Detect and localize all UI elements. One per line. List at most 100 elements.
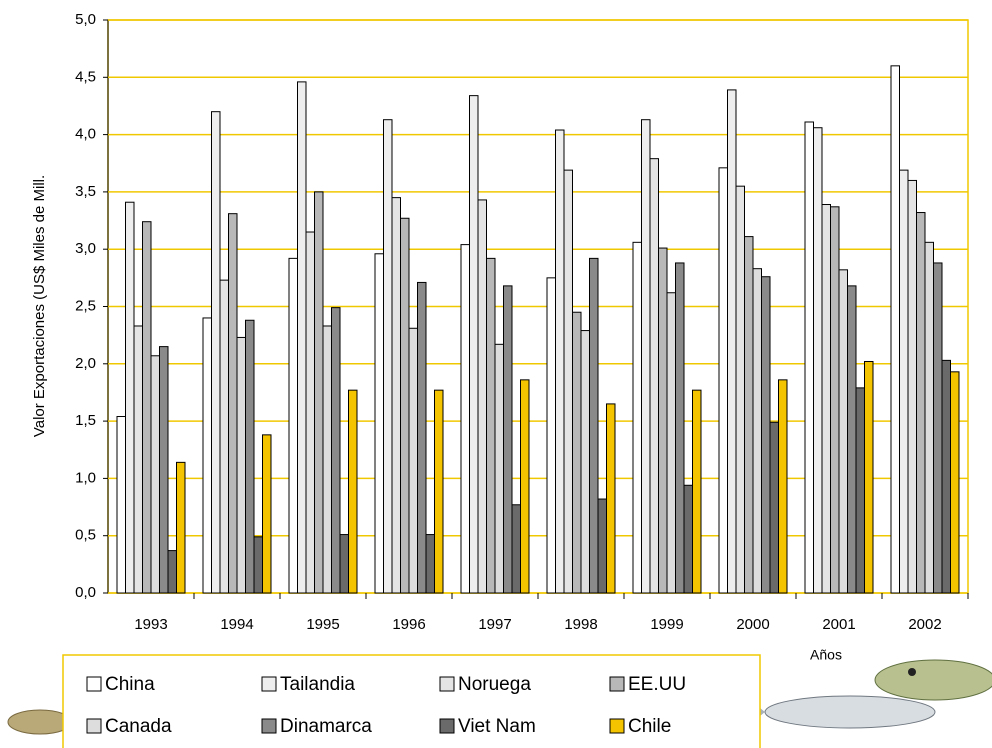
y-tick-label: 0,5 <box>75 527 96 544</box>
bar <box>236 336 246 594</box>
legend-label: Viet Nam <box>458 716 536 737</box>
bar <box>890 65 900 594</box>
bar <box>838 269 848 594</box>
bar <box>675 262 685 594</box>
bar <box>288 257 298 594</box>
bar <box>520 379 530 594</box>
bar <box>374 253 384 594</box>
bar <box>425 534 435 594</box>
bar <box>494 343 504 594</box>
bar <box>511 504 521 594</box>
fish-decoration <box>7 659 992 736</box>
x-tick-label: 1994 <box>220 616 253 633</box>
bar <box>469 95 479 594</box>
legend-swatch <box>439 676 455 692</box>
bar <box>735 185 745 594</box>
y-tick-label: 4,0 <box>75 126 96 143</box>
legend-swatch <box>261 676 277 692</box>
bar <box>933 262 943 594</box>
bar <box>744 236 754 594</box>
bar <box>683 484 693 594</box>
bar <box>391 197 401 594</box>
bar <box>855 387 865 594</box>
bar <box>589 257 599 594</box>
bar <box>434 389 444 594</box>
bar <box>125 201 135 594</box>
legend-swatch <box>439 718 455 734</box>
y-tick-label: 1,5 <box>75 412 96 429</box>
bar <box>572 311 582 594</box>
bar <box>641 119 651 594</box>
x-tick-label: 1995 <box>306 616 339 633</box>
bar <box>176 461 186 594</box>
bar <box>245 319 255 594</box>
bar <box>348 389 358 594</box>
bar <box>864 361 874 594</box>
bar <box>580 330 590 594</box>
legend-swatch <box>609 676 625 692</box>
x-tick-label: 1993 <box>134 616 167 633</box>
bar <box>417 281 427 594</box>
bar <box>658 247 668 594</box>
bar <box>632 241 642 594</box>
bar <box>460 244 470 594</box>
bar <box>606 403 616 594</box>
bar <box>253 536 263 594</box>
bar <box>666 292 676 594</box>
y-tick-label: 0,0 <box>75 584 96 601</box>
x-tick-label: 2002 <box>908 616 941 633</box>
bar <box>477 199 487 594</box>
bar <box>159 346 169 594</box>
bar <box>555 129 565 594</box>
bar <box>486 257 496 594</box>
bar <box>924 241 934 594</box>
bar <box>821 204 831 594</box>
bar <box>150 355 160 594</box>
legend-label: Dinamarca <box>280 716 372 737</box>
bar <box>305 231 315 594</box>
bar <box>692 389 702 594</box>
bar <box>804 121 814 594</box>
bar <box>400 217 410 594</box>
bar <box>167 550 177 594</box>
legend-label: EE.UU <box>628 674 686 695</box>
bar <box>383 119 393 594</box>
bar <box>408 327 418 594</box>
legend-label: China <box>105 674 155 695</box>
y-tick-label: 3,0 <box>75 240 96 257</box>
legend-swatch <box>609 718 625 734</box>
legend-label: Canada <box>105 716 172 737</box>
bar <box>916 212 926 594</box>
legend-label: Tailandia <box>280 674 355 695</box>
y-tick-label: 1,0 <box>75 469 96 486</box>
bar <box>941 359 951 594</box>
x-axis-title: Años <box>810 647 842 663</box>
bar <box>597 498 607 594</box>
bar <box>847 285 857 594</box>
x-tick-label: 1999 <box>650 616 683 633</box>
bar <box>228 213 238 594</box>
x-tick-label: 1996 <box>392 616 425 633</box>
bar <box>211 111 221 594</box>
legend-label: Noruega <box>458 674 531 695</box>
bar <box>778 379 788 594</box>
legend-swatch <box>86 676 102 692</box>
bar <box>116 416 126 594</box>
bar <box>752 268 762 594</box>
y-tick-label: 2,5 <box>75 297 96 314</box>
x-tick-label: 2000 <box>736 616 769 633</box>
y-tick-label: 2,0 <box>75 355 96 372</box>
bar <box>331 307 341 594</box>
bar <box>202 317 212 594</box>
bar <box>813 127 823 594</box>
bar <box>546 277 556 594</box>
legend-swatch <box>261 718 277 734</box>
bar <box>649 158 659 594</box>
bar <box>769 421 779 594</box>
bar <box>830 206 840 594</box>
y-tick-label: 5,0 <box>75 11 96 28</box>
bar <box>718 167 728 594</box>
legend-frame <box>62 654 761 748</box>
bar <box>133 325 143 594</box>
